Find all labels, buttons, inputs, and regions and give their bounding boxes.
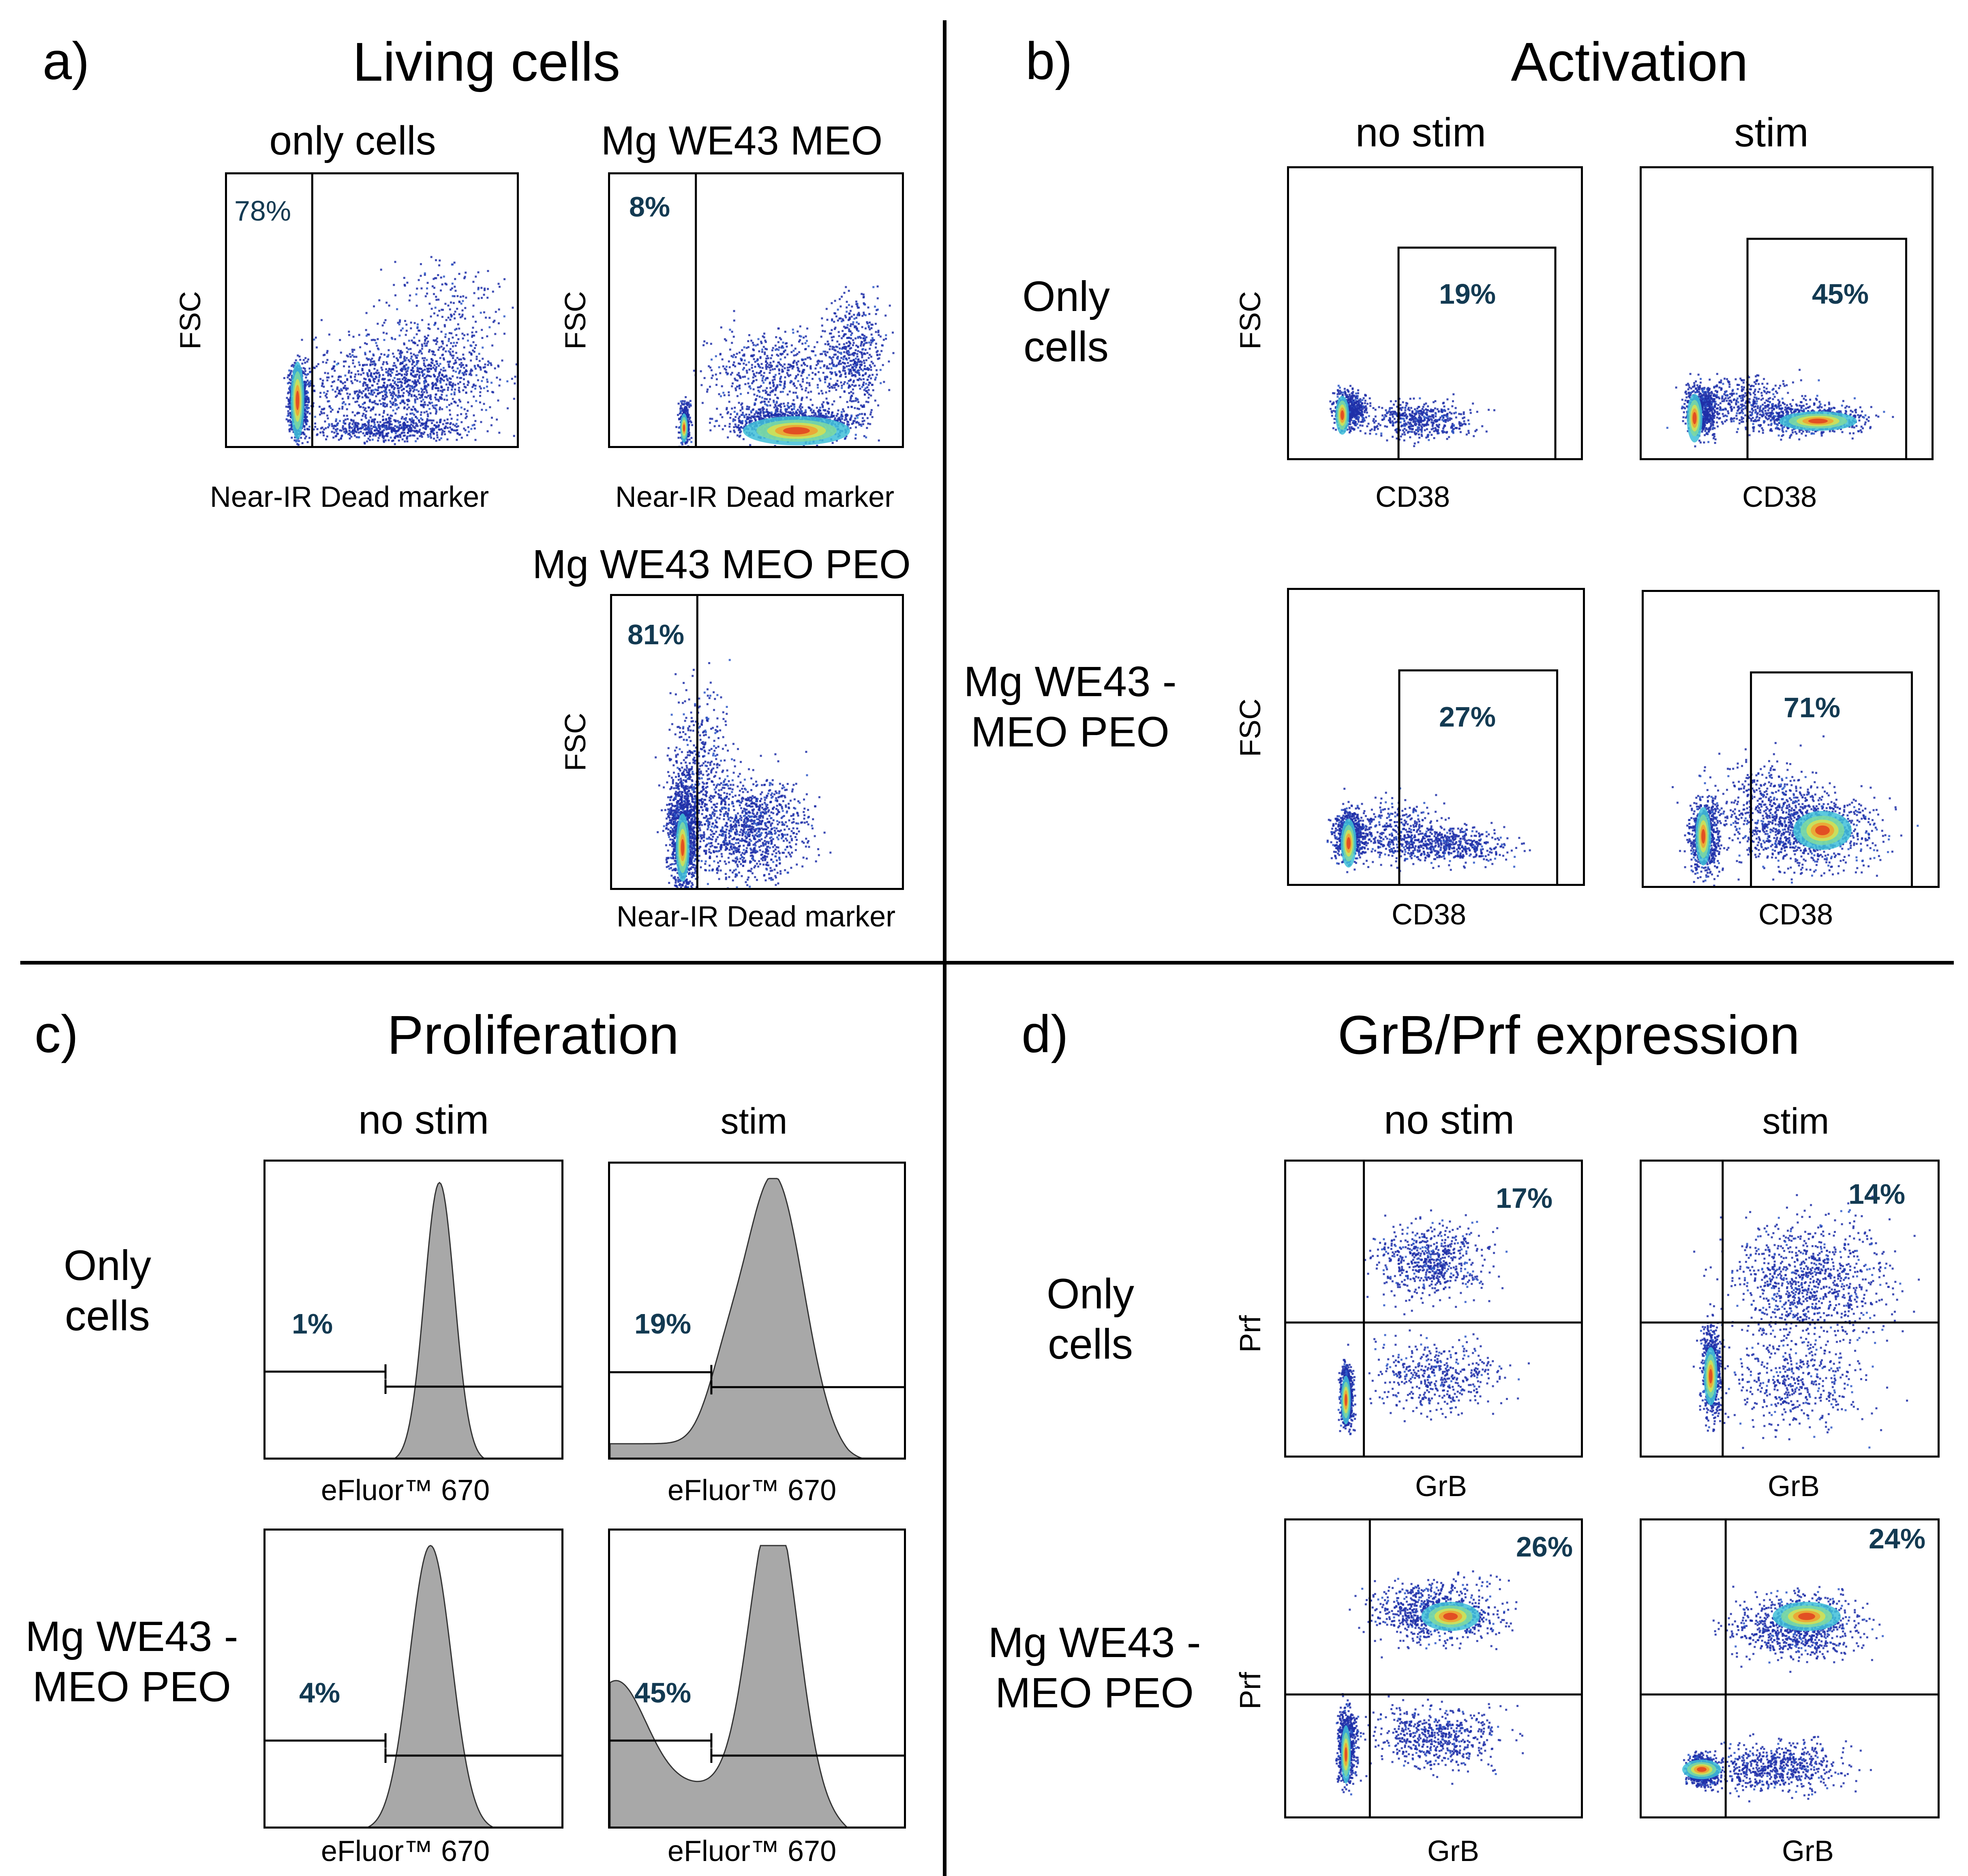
- panel-a-title: Living cells: [353, 30, 620, 93]
- panel-b-col-stim: stim: [1734, 109, 1808, 156]
- panel-a-plot2-ylabel: FSC: [559, 291, 592, 349]
- panel-b-col-nostim: no stim: [1356, 109, 1486, 156]
- panel-c-letter: c): [34, 1003, 78, 1064]
- panel-d-pct-r1c1: 17%: [1496, 1182, 1553, 1214]
- panel-c-hist-r2c1: [263, 1529, 563, 1829]
- panel-b-plot-r1c1: [1287, 166, 1583, 460]
- panel-b-pct-r1c2: 45%: [1812, 278, 1869, 310]
- horizontal-divider: [20, 961, 1954, 965]
- panel-a-plot2-percent: 8%: [629, 191, 670, 223]
- panel-b-plot-r1c2: [1640, 166, 1934, 460]
- panel-b-ylabel-r1: FSC: [1234, 291, 1267, 349]
- panel-d-col-stim: stim: [1762, 1101, 1829, 1143]
- panel-a-plot3-ylabel: FSC: [559, 713, 592, 771]
- panel-a-plot2-title: Mg WE43 MEO: [601, 118, 883, 164]
- panel-c-pct-r1c1: 1%: [292, 1308, 333, 1340]
- panel-c-pct-r1c2: 19%: [634, 1308, 691, 1340]
- panel-b-row-mg: Mg WE43 - MEO PEO: [949, 657, 1192, 757]
- panel-d-plot-r1c2: [1640, 1160, 1940, 1458]
- panel-a-plot1-ylabel: FSC: [174, 291, 207, 349]
- panel-c-pct-r2c1: 4%: [299, 1677, 340, 1709]
- panel-d-letter: d): [1021, 1003, 1069, 1064]
- panel-a-plot3-title: Mg WE43 MEO PEO: [532, 541, 911, 588]
- panel-c-pct-r2c2: 45%: [634, 1677, 691, 1709]
- panel-a-letter: a): [43, 30, 90, 91]
- panel-c-xlabel-r2c1: eFluor™ 670: [321, 1835, 490, 1868]
- panel-b-plot-r2c1: [1287, 588, 1585, 886]
- panel-d-xlabel-r1c1: GrB: [1415, 1470, 1467, 1503]
- panel-d-row-only-cells: Only cells: [1021, 1269, 1159, 1370]
- panel-b-pct-r2c1: 27%: [1439, 701, 1496, 733]
- panel-d-col-nostim: no stim: [1384, 1097, 1514, 1143]
- panel-c-col-stim: stim: [721, 1101, 788, 1143]
- panel-c-hist-r1c2: [608, 1162, 906, 1460]
- panel-c-row-only-cells: Only cells: [39, 1241, 176, 1341]
- panel-c-xlabel-r1c2: eFluor™ 670: [668, 1474, 836, 1507]
- panel-d-plot-r2c1: [1284, 1518, 1583, 1818]
- panel-a-plot2-scatter: [675, 174, 895, 446]
- panel-a-plot1-percent: 78%: [234, 195, 291, 227]
- panel-d-pct-r2c1: 26%: [1516, 1531, 1573, 1563]
- panel-d-title: GrB/Prf expression: [1338, 1003, 1800, 1066]
- panel-c-col-nostim: no stim: [358, 1097, 489, 1143]
- panel-d-ylabel-r2: Prf: [1234, 1672, 1267, 1709]
- panel-b-letter: b): [1026, 30, 1073, 91]
- panel-d-pct-r2c2: 24%: [1869, 1522, 1925, 1555]
- panel-b-xlabel-r1c2: CD38: [1742, 480, 1817, 514]
- panel-d-pct-r1c2: 14%: [1848, 1178, 1905, 1210]
- panel-c-row-mg: Mg WE43 - MEO PEO: [10, 1612, 253, 1712]
- panel-a-plot3-xlabel: Near-IR Dead marker: [617, 900, 895, 933]
- panel-b-xlabel-r1c1: CD38: [1375, 480, 1450, 514]
- panel-b-plot-r2c2: [1642, 590, 1940, 888]
- panel-d-ylabel-r1: Prf: [1234, 1315, 1267, 1353]
- panel-a-plot1: [225, 172, 519, 448]
- panel-a-plot3-percent: 81%: [627, 618, 684, 651]
- panel-a-plot2-xlabel: Near-IR Dead marker: [615, 480, 894, 514]
- panel-d-plot-r1c1: [1284, 1160, 1583, 1458]
- panel-c-hist-r2c2: [608, 1529, 906, 1829]
- panel-b-pct-r1c1: 19%: [1439, 278, 1496, 310]
- panel-b-row-only-cells: Only cells: [997, 272, 1135, 372]
- panel-a-plot3-scatter: [655, 596, 832, 888]
- panel-c-xlabel-r1c1: eFluor™ 670: [321, 1474, 490, 1507]
- panel-d-xlabel-r2c1: GrB: [1427, 1835, 1479, 1868]
- panel-c-xlabel-r2c2: eFluor™ 670: [668, 1835, 836, 1868]
- panel-a-plot1-xlabel: Near-IR Dead marker: [210, 480, 489, 514]
- panel-b-pct-r2c2: 71%: [1784, 691, 1840, 724]
- panel-d-xlabel-r1c2: GrB: [1768, 1470, 1820, 1503]
- panel-d-row-mg: Mg WE43 - MEO PEO: [973, 1618, 1216, 1718]
- panel-c-hist-r1c1: [263, 1160, 563, 1460]
- panel-c-title: Proliferation: [387, 1003, 679, 1066]
- panel-a-plot3: [610, 594, 904, 890]
- panel-a-plot1-title: only cells: [269, 118, 436, 164]
- panel-b-xlabel-r2c2: CD38: [1758, 898, 1833, 931]
- panel-b-ylabel-r2: FSC: [1234, 699, 1267, 757]
- panel-d-plot-r2c2: [1640, 1518, 1940, 1818]
- panel-b-xlabel-r2c1: CD38: [1392, 898, 1466, 931]
- panel-d-xlabel-r2c2: GrB: [1782, 1835, 1834, 1868]
- vertical-divider: [943, 20, 947, 1876]
- panel-a-plot2: [608, 172, 904, 448]
- panel-b-title: Activation: [1511, 30, 1748, 93]
- panel-a-plot1-scatter: [283, 174, 517, 446]
